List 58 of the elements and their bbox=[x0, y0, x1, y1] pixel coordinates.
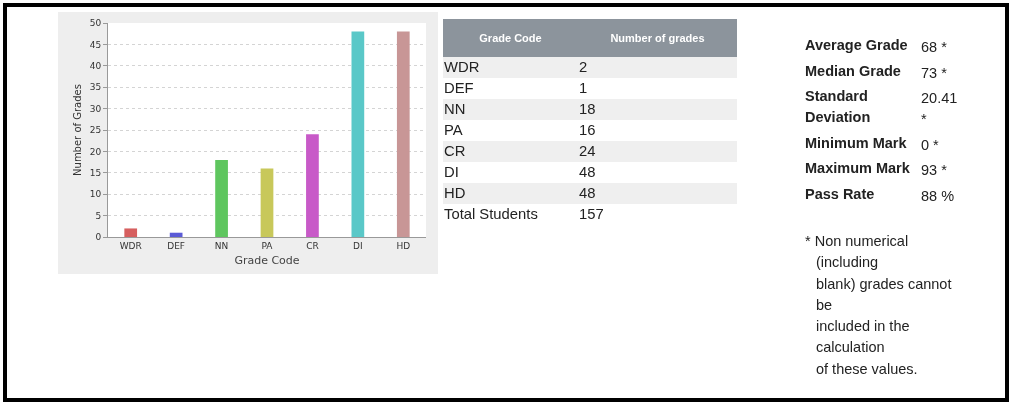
x-tick-label: DEF bbox=[167, 240, 186, 251]
y-tick-label: 35 bbox=[89, 82, 102, 93]
category-label: Pass Rate bbox=[805, 184, 876, 204]
category-label: DEF bbox=[443, 79, 475, 98]
x-tick-label: NN bbox=[214, 240, 229, 251]
category-label: WDR bbox=[443, 57, 578, 78]
category-label: CR bbox=[443, 141, 578, 162]
x-tick-label: HD bbox=[396, 240, 411, 251]
data-label: 1 bbox=[578, 79, 589, 98]
category-label: Average Grade bbox=[805, 36, 909, 55]
bar bbox=[306, 134, 319, 237]
y-tick-label: 10 bbox=[89, 189, 102, 200]
category-label: Standard Deviation bbox=[805, 87, 872, 127]
y-tick-label: 50 bbox=[89, 18, 102, 29]
y-tick-label: 20 bbox=[89, 146, 102, 157]
text: 73 * bbox=[921, 64, 947, 81]
data-label: 18 bbox=[578, 99, 737, 120]
text: Grade Code bbox=[443, 19, 578, 57]
x-axis-title: Grade Code bbox=[234, 254, 300, 267]
text: 20.41 * bbox=[921, 90, 958, 127]
category-label: Median Grade bbox=[805, 61, 902, 81]
y-tick-label: 30 bbox=[89, 103, 102, 114]
category-label: NN bbox=[443, 99, 578, 120]
category-label: PA bbox=[443, 121, 464, 140]
bar bbox=[396, 31, 410, 237]
data-label: 2 bbox=[578, 57, 737, 78]
x-tick-label: PA bbox=[261, 240, 274, 251]
category-label: Minimum Mark bbox=[805, 133, 908, 153]
text: 93 * bbox=[921, 162, 947, 178]
text: Number of grades bbox=[578, 19, 737, 57]
y-tick-label: 25 bbox=[89, 125, 102, 136]
bar bbox=[260, 168, 274, 237]
x-tick-label: CR bbox=[306, 240, 319, 251]
y-tick-label: 40 bbox=[89, 60, 102, 71]
bar bbox=[351, 31, 365, 237]
data-label: 157 bbox=[578, 205, 605, 224]
y-tick-label: 5 bbox=[95, 210, 102, 221]
text: 68 * bbox=[921, 39, 947, 55]
text: 0 * bbox=[921, 136, 939, 153]
category-label: HD bbox=[443, 183, 578, 204]
x-tick-label: DI bbox=[353, 240, 363, 251]
y-tick-label: 15 bbox=[89, 167, 102, 178]
data-label: 48 bbox=[578, 183, 737, 204]
category-label: Total Students bbox=[443, 205, 539, 224]
data-label: 24 bbox=[578, 141, 737, 162]
y-tick-label: 45 bbox=[89, 39, 102, 50]
text: 88 % bbox=[921, 187, 955, 204]
bar bbox=[215, 159, 228, 237]
x-tick-label: WDR bbox=[119, 240, 142, 251]
data-label: 16 bbox=[578, 121, 597, 140]
y-tick-label: 0 bbox=[95, 232, 102, 243]
data-label: 48 bbox=[578, 163, 597, 182]
bar bbox=[169, 232, 183, 237]
y-axis-title: Number of Grades bbox=[71, 84, 83, 176]
bar bbox=[124, 228, 138, 237]
category-label: Maximum Mark bbox=[805, 159, 911, 178]
category-label: DI bbox=[443, 163, 460, 182]
text: * Non numerical (including blank) grades cannot be included in the calculation of these values. bbox=[805, 232, 953, 379]
